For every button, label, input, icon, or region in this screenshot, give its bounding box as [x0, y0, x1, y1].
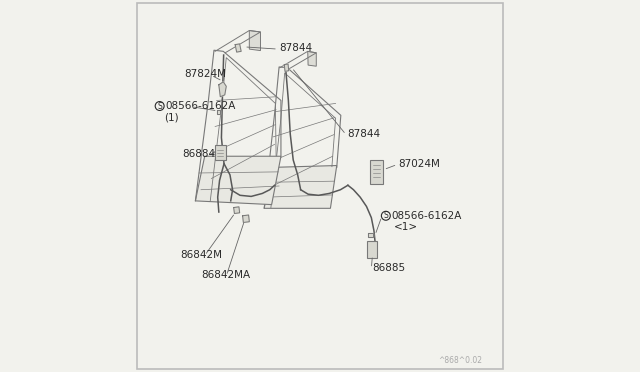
- Text: 87024M: 87024M: [398, 159, 440, 169]
- Text: (1): (1): [164, 112, 179, 122]
- Polygon shape: [264, 166, 337, 208]
- FancyBboxPatch shape: [215, 145, 226, 160]
- Polygon shape: [195, 156, 281, 205]
- Polygon shape: [219, 82, 227, 97]
- Polygon shape: [243, 215, 250, 222]
- Polygon shape: [369, 233, 373, 237]
- Text: 86884: 86884: [182, 150, 216, 159]
- Text: 08566-6162A: 08566-6162A: [165, 101, 236, 111]
- Text: 08566-6162A: 08566-6162A: [392, 211, 462, 221]
- Text: S: S: [157, 102, 162, 110]
- Text: 86885: 86885: [372, 263, 405, 273]
- Text: 87844: 87844: [279, 44, 312, 53]
- Text: S: S: [383, 211, 388, 220]
- FancyBboxPatch shape: [137, 3, 503, 369]
- Text: 86842M: 86842M: [180, 250, 223, 260]
- Polygon shape: [235, 44, 241, 52]
- Polygon shape: [308, 51, 316, 66]
- Text: 86842MA: 86842MA: [201, 270, 250, 280]
- FancyBboxPatch shape: [367, 241, 377, 258]
- Text: <1>: <1>: [394, 222, 418, 232]
- Text: ^868^0.02: ^868^0.02: [438, 356, 482, 365]
- Polygon shape: [284, 64, 289, 71]
- Polygon shape: [216, 110, 220, 114]
- Polygon shape: [234, 207, 239, 214]
- Polygon shape: [250, 31, 260, 51]
- FancyBboxPatch shape: [370, 160, 383, 184]
- Text: 87844: 87844: [347, 129, 380, 139]
- Text: 87824M: 87824M: [184, 70, 226, 79]
